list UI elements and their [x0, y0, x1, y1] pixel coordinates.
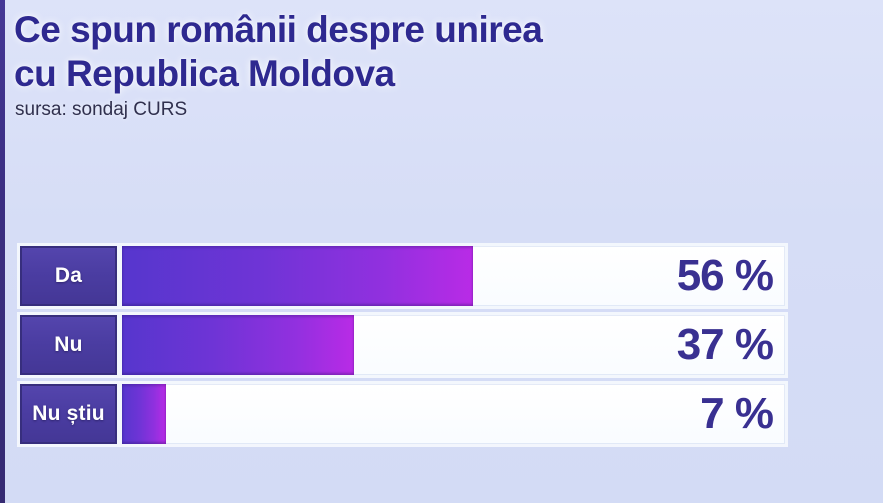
category-label-box: Da [20, 246, 117, 306]
bar-track: 7 % [122, 384, 785, 444]
bar-value: 7 % [700, 389, 774, 438]
chart-title: Ce spun românii despre unirea cu Republi… [14, 8, 543, 95]
category-label: Nu știu [32, 402, 105, 425]
category-label-box: Nu știu [20, 384, 117, 444]
bar-track: 56 % [122, 246, 785, 306]
bar-fill [122, 246, 473, 306]
bar-row-nu-stiu: Nu știu 7 % [17, 381, 788, 447]
bar-track: 37 % [122, 315, 785, 375]
bar-row-da: Da 56 % [17, 243, 788, 309]
category-label: Nu [54, 333, 83, 356]
bar-value: 56 % [676, 251, 774, 300]
bar-row-nu: Nu 37 % [17, 312, 788, 378]
category-label: Da [54, 264, 83, 287]
bar-fill [122, 384, 166, 444]
bar-fill [122, 315, 354, 375]
bar-value: 37 % [676, 320, 774, 369]
chart-title-line2: cu Republica Moldova [14, 52, 395, 94]
left-edge-strip [0, 0, 5, 503]
chart-source: sursa: sondaj CURS [15, 99, 188, 120]
bar-chart: Da 56 % Nu 37 % Nu știu 7 % [17, 243, 788, 450]
chart-title-line1: Ce spun românii despre unirea [14, 9, 543, 50]
category-label-box: Nu [20, 315, 117, 375]
